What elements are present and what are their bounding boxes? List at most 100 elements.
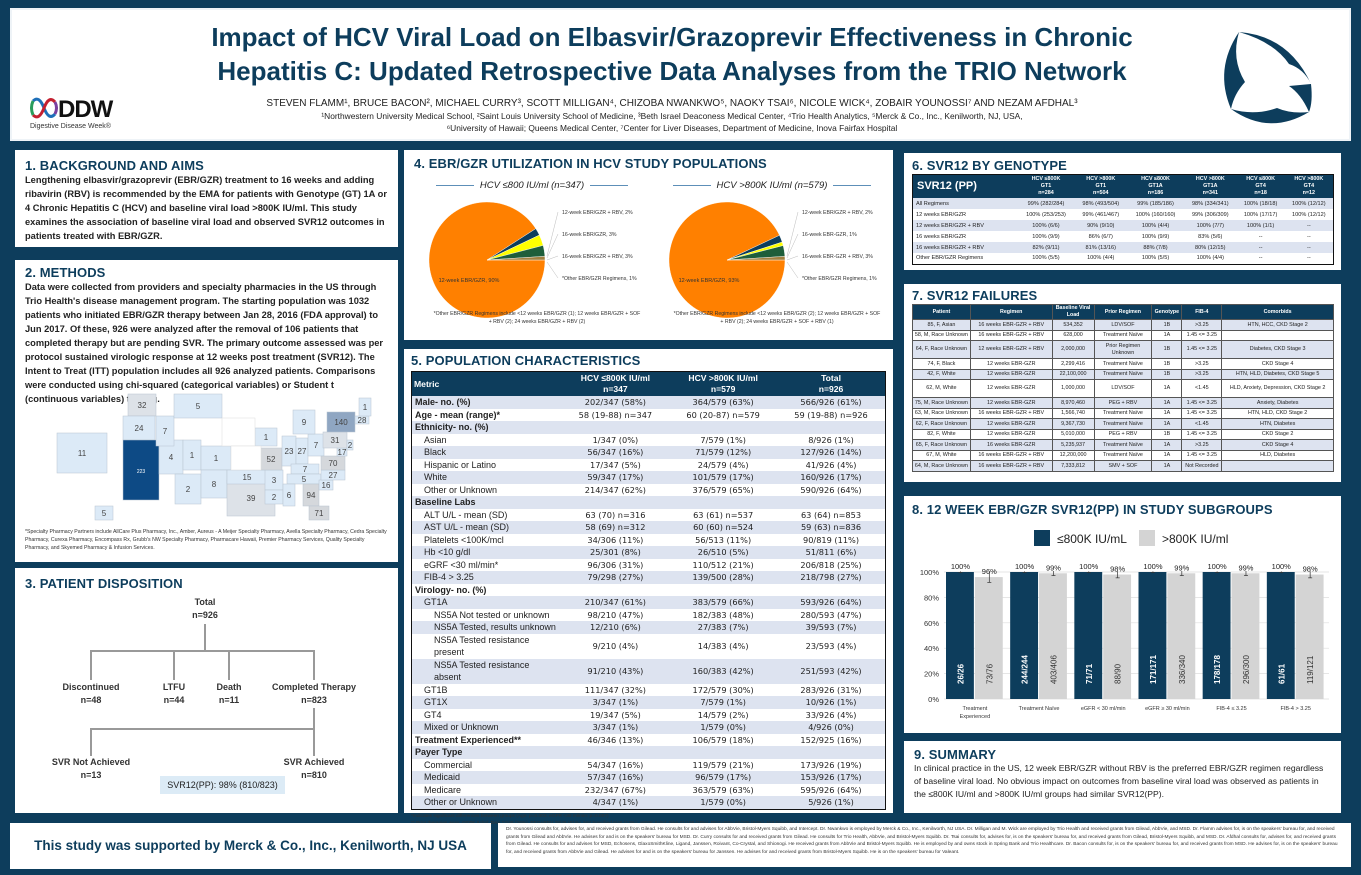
bar-value-label: 100% — [1079, 562, 1099, 571]
cell-value: 1/347 (0%) — [592, 434, 639, 445]
col-header-line: GT4 — [1303, 183, 1315, 189]
cell-value: 5,010,000 — [1051, 428, 1095, 440]
cell-value: 63 (61) n=537 — [693, 509, 754, 520]
table-row: 64, M, Race Unknown 16 weeks EBR-GZR + RB… — [912, 460, 1334, 472]
cell-value: 1B — [1151, 428, 1183, 440]
cell-value: 110/512 (21%) — [692, 559, 754, 570]
cell-value — [669, 496, 778, 509]
col-header: Total n=926 — [777, 371, 886, 396]
map-state-count: 6 — [287, 491, 292, 500]
bar-count-label: 26/26 — [956, 663, 965, 684]
table-row: 65, F, Race Unknown 16 weeks EBR-GZR 5,235… — [912, 439, 1334, 451]
table-row: Medicare 232/347 (67%) 363/579 (63%) 595/92… — [412, 784, 886, 797]
cell-value: -- — [1284, 220, 1334, 231]
cell-value: 51/811 (6%) — [777, 546, 886, 559]
cell-value: 1/579 (0%) — [669, 721, 778, 734]
cell-value: 16 weeks EBR-GZR + RBV — [969, 449, 1053, 461]
map-state-count: 8 — [212, 480, 217, 489]
cell-value: 96/306 (31%) — [587, 559, 644, 570]
cell-value: 2,299,416 — [1051, 358, 1095, 370]
cell-value: SMV + SOF — [1093, 460, 1153, 472]
col-header-text: HCV ≤800K IU/ml — [580, 373, 650, 383]
col-header: HCV >800K GT1 n=504 — [1074, 174, 1128, 198]
cell-value: 100% (6/6) — [1017, 220, 1075, 231]
table-row: Medicaid 57/347 (16%) 96/579 (17%) 153/926 … — [411, 771, 886, 784]
row-label: 16 weeks EBR/GZR + RBV — [912, 242, 1018, 253]
pie-leader-line — [786, 261, 799, 279]
flow-node-discontinued: Discontinued n=48 — [62, 681, 119, 707]
y-tick-label: 0% — [928, 695, 939, 704]
cell-value: 24/579 (4%) — [697, 459, 749, 470]
cell-value: 16 weeks EBR-GZR + RBV — [969, 329, 1053, 341]
cell-value: 160/926 (17%) — [777, 471, 886, 484]
x-tick-label: eGFR ≥ 30 ml/min — [1145, 706, 1190, 712]
title-rule — [435, 184, 474, 186]
title-rule — [672, 184, 711, 186]
pie-label: 12-week EBR/GZR + RBV, 2% — [562, 210, 633, 216]
row-label: ALT U/L - mean (SD) — [424, 509, 508, 520]
cell-value: 206/818 (25%) — [800, 559, 862, 570]
cell-value: 100% (12/12) — [1284, 198, 1334, 209]
cell-value: Treatment Naïve — [1093, 407, 1153, 419]
cell-value: 67, M, White — [912, 449, 971, 461]
cell-value: 1A — [1151, 439, 1183, 451]
col-header-line: GT1A — [1148, 183, 1163, 189]
pie-leader-line — [786, 255, 799, 261]
cell-value: -- — [1258, 255, 1263, 262]
map-state-count: 32 — [138, 401, 147, 410]
cell-value: 59 (19-88) n=926 — [794, 409, 868, 420]
methods-text: Data were collected from providers and s… — [25, 282, 384, 404]
cell-value: 65, F, Race Unknown — [912, 439, 971, 451]
cell-value: CKD Stage 2 — [1221, 428, 1334, 440]
col-header-line: n=284 — [1038, 190, 1054, 196]
flow-line — [204, 624, 206, 652]
cell-value: 57/347 (16%) — [561, 771, 670, 784]
table-row: 12 weeks EBR/GZR 100% (253/253) 99% (461/4… — [913, 209, 1334, 220]
cell-value: 100% (12/12) — [1292, 211, 1326, 218]
table-row: NS5A Not tested or unknown 98/210 (47%) 18… — [412, 609, 886, 622]
cell-value: 101/579 (17%) — [669, 471, 778, 484]
cell-value: 100% (9/9) — [1032, 233, 1060, 240]
col-header: HCV ≤800K GT1A n=186 — [1127, 174, 1185, 198]
cell-value: 60 (20-87) n=579 — [686, 409, 760, 420]
pie-title-text: HCV >800K IU/ml (n=579) — [716, 180, 828, 191]
cell-value: <1.45 — [1181, 418, 1223, 430]
cell-value: 4/347 (1%) — [561, 796, 670, 809]
table-row: Male- no. (%) 202/347 (58%) 364/579 (63%) 5… — [411, 396, 886, 409]
pie-label: 12-week EBR/GZR, 90% — [439, 278, 500, 284]
cell-value: 1A — [1151, 418, 1183, 430]
cell-value: LDV/SOF — [1093, 319, 1153, 331]
trio-network-logo-icon — [1224, 32, 1312, 124]
cell-value: 1B — [1151, 368, 1183, 380]
cell-value: 54/347 (16%) — [587, 759, 644, 770]
cell-value: 363/579 (63%) — [692, 784, 754, 795]
x-tick-label: FIB-4 ≤ 3.25 — [1216, 706, 1246, 712]
cell-value: Prior Regimen Unknown — [1093, 340, 1153, 359]
map-state-count: 15 — [243, 473, 252, 482]
row-label: NS5A Tested, results unknown — [411, 621, 562, 634]
table-row: 58, M, Race Unknown 16 weeks EBR-GZR + RB… — [912, 329, 1334, 341]
map-state-count: 28 — [358, 416, 367, 425]
cell-value: 58 (19-88) n=347 — [578, 409, 653, 420]
table-row: All Regimens 99% (282/284) 98% (493/504) 99… — [912, 198, 1334, 209]
cell-value: 12 weeks EBR-GZR — [969, 418, 1053, 430]
table-row: Other or Unknown 214/347 (62%) 376/579 (65… — [412, 484, 886, 497]
pie-label: *Other EBR/GZR Regimens, 1% — [562, 276, 637, 282]
bar-count-label: 71/71 — [1085, 663, 1094, 684]
row-label: Medicaid — [411, 771, 562, 784]
subgroup-svr-section: 8. 12 WEEK EBR/GZR SVR12(PP) IN STUDY SU… — [904, 496, 1341, 733]
cell-value: >3.25 — [1181, 358, 1223, 370]
cell-value: 160/383 (42%) — [669, 658, 778, 684]
bar-count-label: 178/178 — [1213, 655, 1222, 684]
cell-value: 100% (5/5) — [1141, 255, 1170, 262]
pie-label: *Other EBR/GZR Regimens, 1% — [802, 276, 877, 282]
cell-value: 1.45 <= 3.25 — [1181, 329, 1223, 341]
cell-value: 364/579 (63%) — [669, 396, 778, 409]
cell-value: 42, F, White — [912, 368, 971, 380]
cell-value: 1A — [1151, 460, 1183, 472]
bar-value-label: 100% — [1143, 562, 1163, 571]
table-row: 64, F, Race Unknown 12 weeks EBR-GZR + RB… — [912, 340, 1334, 359]
cell-value: 96/579 (17%) — [669, 771, 778, 784]
col-header-line: HCV >800K — [1294, 176, 1324, 182]
cell-value: 90% (9/10) — [1074, 220, 1128, 231]
